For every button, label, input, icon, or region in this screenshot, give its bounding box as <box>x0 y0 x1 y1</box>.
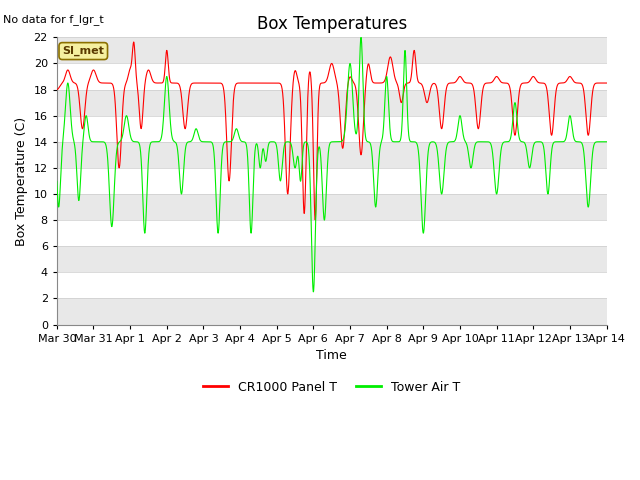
Bar <box>57 194 607 220</box>
Text: No data for f_lgr_t: No data for f_lgr_t <box>3 14 104 25</box>
Legend: CR1000 Panel T, Tower Air T: CR1000 Panel T, Tower Air T <box>198 376 465 399</box>
Bar <box>57 116 607 142</box>
Bar <box>57 63 607 90</box>
Bar <box>57 37 607 63</box>
Bar <box>57 299 607 324</box>
Bar <box>57 142 607 168</box>
X-axis label: Time: Time <box>316 349 347 362</box>
Bar <box>57 220 607 246</box>
Bar <box>57 168 607 194</box>
Title: Box Temperatures: Box Temperatures <box>257 15 407 33</box>
Bar <box>57 272 607 299</box>
Text: SI_met: SI_met <box>62 46 104 56</box>
Y-axis label: Box Temperature (C): Box Temperature (C) <box>15 116 28 245</box>
Bar <box>57 90 607 116</box>
Bar <box>57 246 607 272</box>
